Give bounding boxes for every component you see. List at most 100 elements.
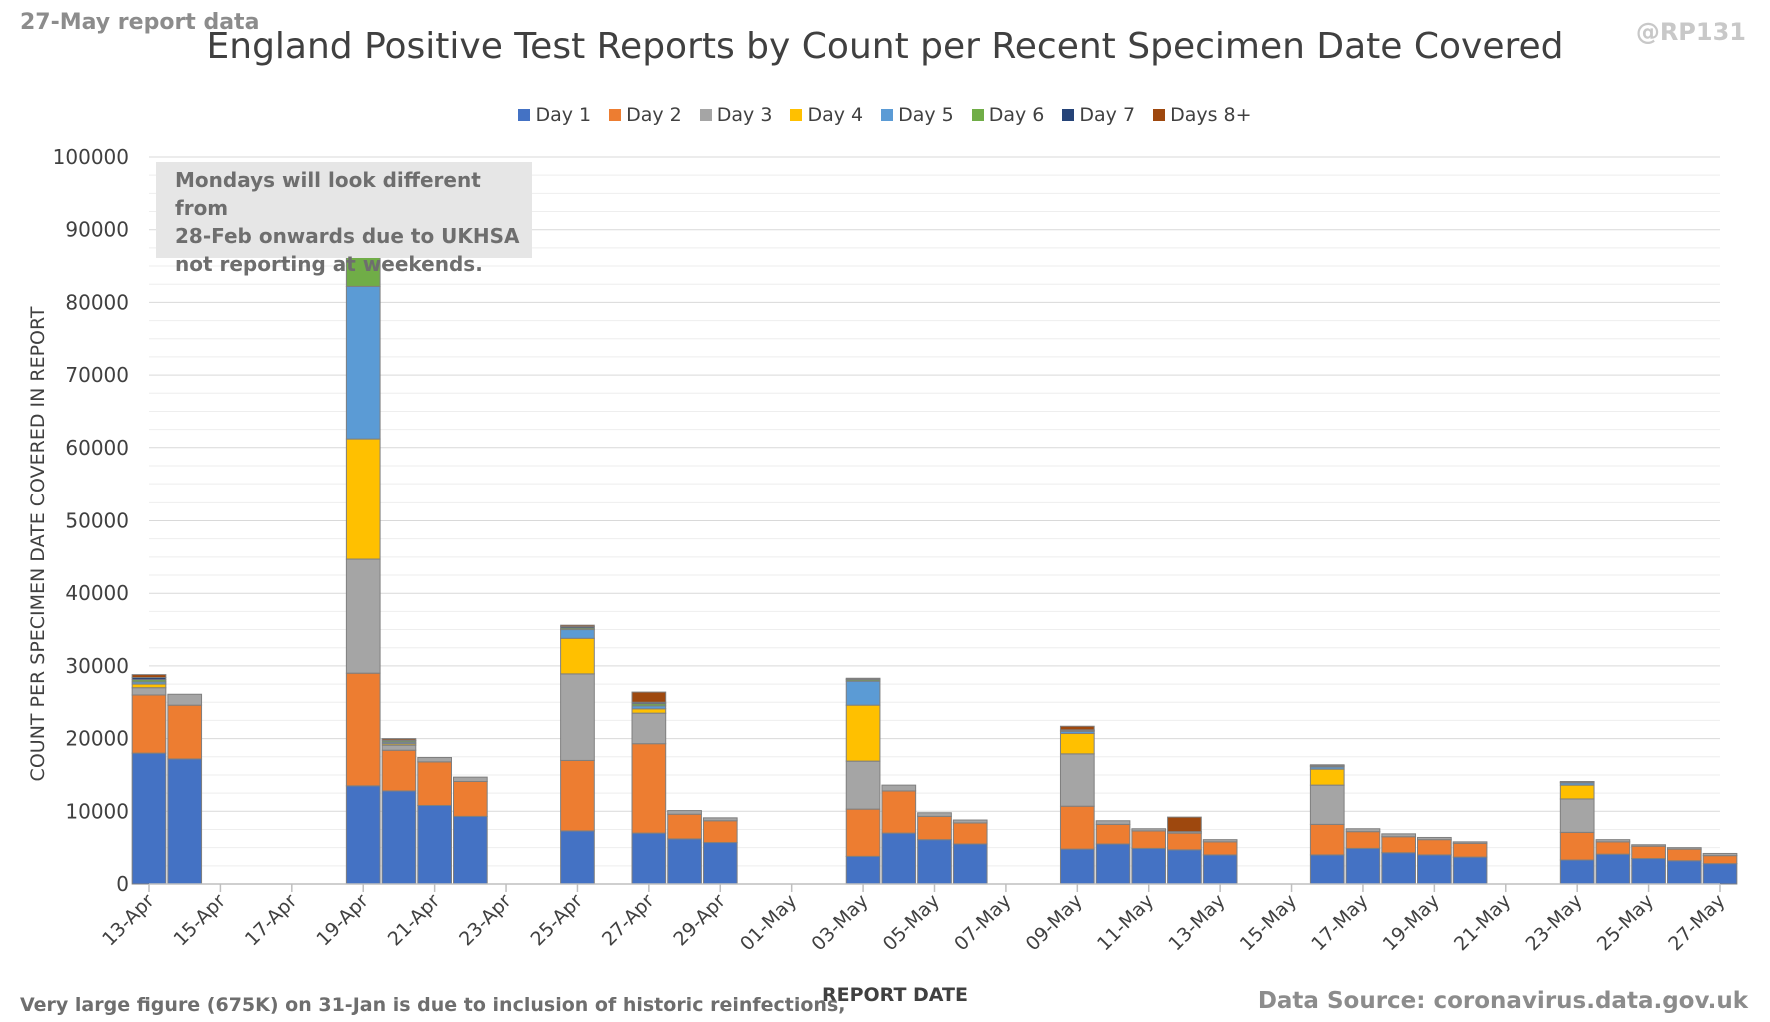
bar-segment [917,812,952,817]
bar-segment [167,758,203,885]
bar-segment [667,810,702,815]
bar-segment [131,752,167,885]
legend-swatch [609,109,622,121]
legend-label: Days 8+ [1170,104,1252,126]
bar-segment [631,712,667,745]
bar-segment [1095,823,1131,845]
bar-segment [1345,828,1381,833]
bar-segment [1631,845,1666,860]
x-tick-label: 05-May [879,890,944,955]
bar-segment [1059,753,1095,807]
bar-segment [1559,798,1595,833]
bar-segment [881,790,917,834]
bar-segment [881,784,917,792]
bar-segment [1202,841,1238,856]
bar-segment [167,693,203,706]
legend-item-day-7: Day 7 [1062,104,1135,126]
bar-segment [381,744,417,751]
x-tick-label: 25-May [1593,890,1658,955]
bar-segment [1559,859,1595,885]
x-axis-label: REPORT DATE [822,984,968,1006]
bar-segment [1666,847,1702,850]
x-tick-label: 27-Apr [598,890,659,951]
bar-segment [131,683,167,689]
x-tick-label: 07-May [950,890,1015,955]
bar-segment [131,687,167,696]
bar-segment [1131,830,1167,849]
legend-label: Day 2 [626,104,682,126]
bar-segment [1059,733,1095,755]
bar-segment [631,832,667,885]
bar-segment [667,838,702,885]
bar-segment [1202,839,1238,843]
y-tick-label: 40000 [65,581,129,605]
bar-segment [345,438,381,560]
y-axis-label: COUNT PER SPECIMEN DATE COVERED IN REPOR… [27,306,49,782]
x-tick-label: 17-May [1307,890,1372,955]
data-source: Data Source: coronavirus.data.gov.uk [1257,988,1748,1014]
bar-segment [417,804,452,885]
bar-segment [1702,852,1738,857]
bar-segment [452,780,488,817]
bar-segment [702,820,738,844]
bar-segment [167,704,203,760]
bar-segment [1595,839,1631,843]
y-tick-label: 30000 [65,654,129,678]
note-line: Mondays will look different from [175,168,481,220]
y-tick-label: 90000 [65,218,129,242]
bar-segment [667,813,702,840]
bar-segment [845,677,881,680]
bar-segment [1381,836,1417,854]
x-tick-label: 11-May [1093,890,1158,955]
y-tick-label: 60000 [65,436,129,460]
bar-segment [845,704,881,762]
bar-segment [1131,828,1167,832]
bar-segment [345,558,381,674]
legend-swatch [518,109,531,121]
bar-segment [381,790,417,885]
bar-segment [345,285,381,440]
x-tick-label: 19-May [1379,890,1444,955]
bar-segment [1381,833,1417,838]
y-tick-label: 20000 [65,727,129,751]
bar-segment [1666,848,1702,862]
x-tick-label: 27-May [1664,890,1729,955]
weekend-reporting-note: Mondays will look different from 28-Feb … [156,162,532,276]
bar-segment [845,760,881,810]
bar-segment [1059,805,1095,850]
bar-segment [1702,863,1738,885]
legend-label: Day 6 [988,104,1045,126]
legend-swatch [790,109,803,121]
bar-segment [1095,820,1131,825]
legend-item-day-6: Day 6 [971,104,1045,126]
x-tick-label: 01-May [736,890,801,955]
legend-swatch [971,109,984,121]
bar-segment [1702,855,1738,865]
bar-segment [952,822,988,845]
x-tick-label: 23-Apr [455,890,516,951]
bar-segment [631,708,667,714]
x-tick-label: 19-Apr [312,890,373,951]
bar-segment [560,759,595,832]
chart-title: England Positive Test Reports by Count p… [206,26,1564,67]
bar-segment [417,761,452,806]
bar-segment [560,673,595,761]
y-tick-label: 50000 [65,509,129,533]
bar-segment [1452,856,1488,885]
chart-legend: Day 1 Day 2 Day 3 Day 4 Day 5 Day 6 Day … [0,104,1770,126]
legend-label: Day 1 [535,104,592,126]
legend-item-day-4: Day 4 [790,104,863,126]
legend-swatch [1153,109,1166,121]
bar-segment [702,817,738,822]
bar-segment [952,843,988,885]
bar-segment [1202,854,1238,885]
x-tick-label: 21-Apr [384,890,445,951]
y-tick-label: 80000 [65,290,129,314]
x-tick-label: 03-May [807,890,872,955]
y-tick-label: 70000 [65,363,129,387]
bar-segment [1452,841,1488,844]
bar-segment [1309,784,1345,825]
bar-segment [1559,784,1595,800]
x-tick-label: 09-May [1022,890,1087,955]
